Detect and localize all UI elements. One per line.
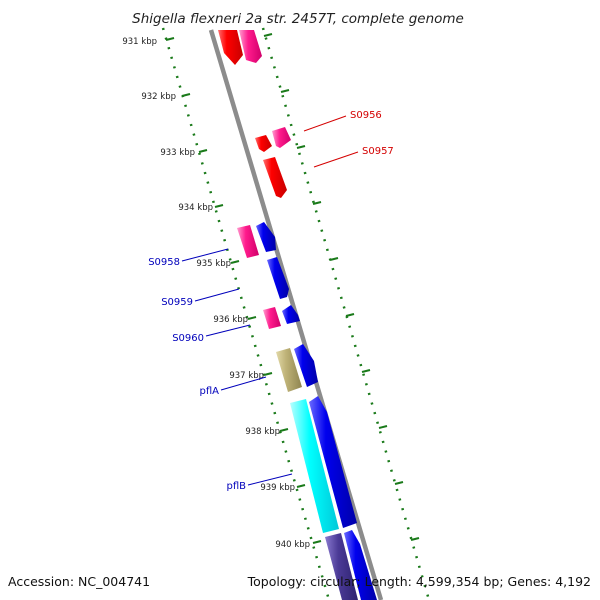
gene-s0958-pink[interactable] <box>237 225 259 258</box>
accession-text: Accession: NC_004741 <box>8 574 150 589</box>
tick-label-932: 932 kbp <box>141 92 176 102</box>
gene-label-s0959[interactable]: S0959 <box>161 297 193 308</box>
map-title: Shigella flexneri 2a str. 2457T, complet… <box>132 11 464 27</box>
ticks-right <box>263 33 420 541</box>
leader-pflB <box>247 473 293 486</box>
gene-s0960-blue[interactable] <box>282 305 300 324</box>
gene-red-top[interactable] <box>218 30 243 65</box>
gene-pflB-blue[interactable] <box>309 396 357 528</box>
tick-label-935: 935 kbp <box>196 259 231 269</box>
gene-label-s0958[interactable]: S0958 <box>148 257 180 268</box>
gene-s0957-red[interactable] <box>263 157 287 198</box>
gene-label-pflA[interactable]: pflA <box>200 386 220 397</box>
tick-label-936: 936 kbp <box>213 315 248 325</box>
gene-blue-bottom[interactable] <box>344 530 377 600</box>
gene-s0956-red[interactable] <box>255 135 272 152</box>
gene-pflB-cyan[interactable] <box>290 399 339 533</box>
tick-label-933: 933 kbp <box>160 148 195 158</box>
ruler-line-left <box>161 27 331 600</box>
gene-s0958-blue[interactable] <box>256 222 276 252</box>
gene-purple-bottom[interactable] <box>325 533 358 600</box>
gene-pflA-olive[interactable] <box>276 348 302 392</box>
gene-s0960-pink[interactable] <box>263 307 281 329</box>
leader-s0956 <box>303 115 347 132</box>
genome-summary-text: Topology: circular; Length: 4,599,354 bp… <box>247 574 591 589</box>
tick-label-939: 939 kbp <box>260 483 295 493</box>
gene-pflA-blue[interactable] <box>294 344 318 387</box>
leader-s0958 <box>181 248 229 262</box>
gene-pink-top[interactable] <box>239 30 262 63</box>
leader-s0957 <box>313 151 359 168</box>
gene-label-s0956[interactable]: S0956 <box>350 110 382 121</box>
gene-s0959-blue[interactable] <box>267 257 289 299</box>
tick-label-938: 938 kbp <box>245 427 280 437</box>
gene-label-s0957[interactable]: S0957 <box>362 146 394 157</box>
ticks-left <box>165 37 322 544</box>
gene-label-pflB[interactable]: pflB <box>226 481 246 492</box>
gene-label-s0960[interactable]: S0960 <box>172 333 204 344</box>
leader-s0960 <box>205 324 251 337</box>
tick-label-934: 934 kbp <box>178 203 213 213</box>
tick-label-940: 940 kbp <box>275 540 310 550</box>
gene-s0956-pink[interactable] <box>272 127 291 148</box>
leader-pflA <box>220 376 267 391</box>
tick-label-931: 931 kbp <box>122 37 157 47</box>
tick-label-937: 937 kbp <box>229 371 264 381</box>
leader-s0959 <box>194 288 240 302</box>
